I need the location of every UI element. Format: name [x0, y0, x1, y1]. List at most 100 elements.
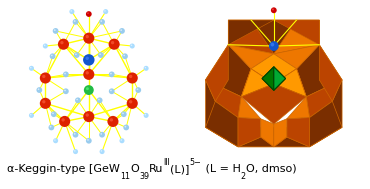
Circle shape	[54, 29, 56, 31]
Polygon shape	[228, 45, 274, 69]
Circle shape	[100, 20, 102, 22]
Text: (L)]: (L)]	[170, 164, 190, 174]
Circle shape	[51, 111, 57, 117]
Polygon shape	[228, 20, 274, 45]
Polygon shape	[287, 97, 310, 119]
Circle shape	[38, 88, 39, 90]
Circle shape	[83, 54, 94, 66]
Circle shape	[145, 67, 146, 68]
Circle shape	[74, 150, 75, 152]
Circle shape	[127, 98, 138, 109]
Circle shape	[98, 52, 104, 58]
Circle shape	[85, 57, 89, 60]
Polygon shape	[274, 119, 287, 147]
Circle shape	[86, 11, 92, 17]
Circle shape	[109, 88, 115, 94]
Circle shape	[48, 125, 54, 130]
Circle shape	[145, 114, 146, 115]
Polygon shape	[241, 84, 306, 124]
Circle shape	[122, 53, 128, 59]
Text: α-Keggin-type [GeW: α-Keggin-type [GeW	[7, 164, 120, 174]
Circle shape	[87, 12, 89, 14]
Circle shape	[73, 19, 78, 25]
Polygon shape	[228, 20, 319, 54]
Circle shape	[121, 139, 122, 141]
Circle shape	[127, 72, 138, 84]
Circle shape	[87, 139, 89, 141]
Circle shape	[104, 10, 106, 12]
Polygon shape	[306, 80, 342, 147]
Text: 5−: 5−	[190, 157, 202, 167]
Circle shape	[29, 66, 34, 71]
Polygon shape	[297, 45, 342, 97]
Circle shape	[99, 19, 105, 25]
Circle shape	[98, 99, 100, 100]
Polygon shape	[238, 97, 261, 119]
Circle shape	[120, 138, 125, 143]
Circle shape	[51, 55, 53, 56]
Text: 39: 39	[139, 172, 149, 181]
Polygon shape	[310, 101, 342, 147]
Circle shape	[123, 125, 129, 130]
Circle shape	[61, 118, 65, 122]
Polygon shape	[205, 45, 228, 101]
Circle shape	[123, 55, 125, 56]
Circle shape	[129, 100, 132, 103]
Circle shape	[70, 10, 72, 12]
Polygon shape	[205, 101, 238, 147]
Circle shape	[129, 75, 132, 78]
Circle shape	[42, 100, 46, 103]
Polygon shape	[251, 54, 297, 84]
Circle shape	[272, 8, 274, 10]
Circle shape	[103, 9, 108, 14]
Circle shape	[42, 75, 46, 78]
Circle shape	[58, 39, 69, 50]
Circle shape	[144, 66, 149, 71]
Circle shape	[119, 28, 125, 34]
Circle shape	[83, 111, 94, 122]
Circle shape	[110, 90, 112, 91]
Circle shape	[83, 69, 94, 80]
Circle shape	[85, 113, 89, 117]
Circle shape	[110, 73, 112, 74]
Circle shape	[75, 53, 77, 55]
Text: Ru: Ru	[149, 164, 164, 174]
Circle shape	[120, 29, 122, 31]
Polygon shape	[228, 20, 274, 54]
Circle shape	[52, 112, 54, 114]
Polygon shape	[228, 20, 319, 45]
Circle shape	[73, 132, 78, 138]
Circle shape	[40, 72, 51, 84]
Circle shape	[43, 43, 48, 49]
Polygon shape	[274, 45, 319, 69]
Polygon shape	[205, 80, 241, 118]
Circle shape	[84, 85, 94, 95]
Polygon shape	[205, 80, 241, 147]
Circle shape	[50, 53, 56, 59]
Circle shape	[73, 149, 78, 154]
Polygon shape	[262, 67, 274, 90]
Circle shape	[64, 90, 66, 91]
Circle shape	[100, 149, 105, 154]
Circle shape	[86, 138, 92, 144]
Circle shape	[99, 132, 105, 138]
Circle shape	[64, 73, 66, 74]
Circle shape	[271, 7, 277, 13]
Circle shape	[97, 97, 102, 103]
Circle shape	[44, 45, 46, 46]
Circle shape	[121, 111, 127, 117]
Circle shape	[86, 87, 89, 90]
Circle shape	[122, 112, 124, 114]
Polygon shape	[274, 67, 286, 90]
Circle shape	[60, 41, 64, 44]
Circle shape	[36, 87, 42, 93]
Polygon shape	[241, 69, 274, 97]
Circle shape	[30, 67, 31, 68]
Circle shape	[109, 71, 115, 77]
Circle shape	[54, 139, 56, 141]
Circle shape	[76, 99, 78, 100]
Circle shape	[270, 43, 274, 46]
Circle shape	[30, 114, 31, 115]
Circle shape	[108, 39, 120, 50]
Circle shape	[135, 87, 141, 93]
